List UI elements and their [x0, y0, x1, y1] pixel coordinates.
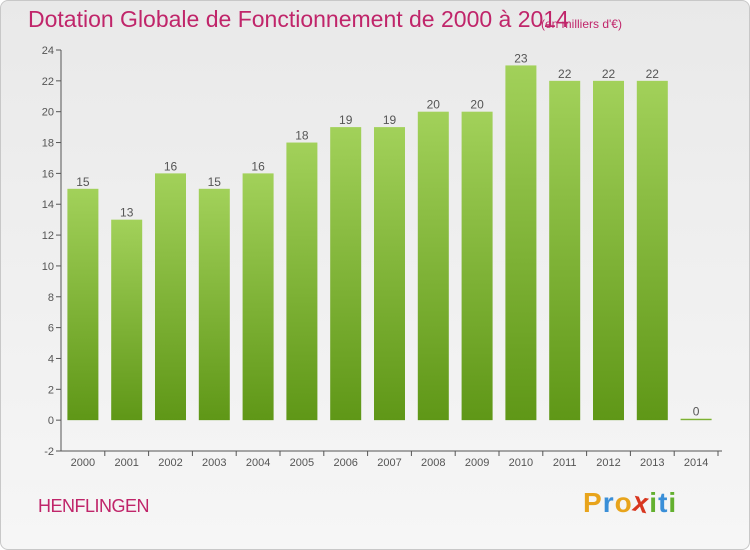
commune-name: HENFLINGEN [38, 496, 150, 516]
value-label: 16 [251, 159, 265, 173]
y-tick-label: 14 [42, 199, 54, 211]
value-label: 13 [120, 206, 134, 220]
y-tick-label: 16 [42, 168, 54, 180]
value-label: 19 [383, 113, 397, 127]
bar-2006 [330, 127, 362, 421]
bar-2001 [111, 219, 143, 421]
bar-2000 [67, 188, 99, 421]
y-tick-label: 6 [48, 323, 54, 335]
bar-2007 [374, 127, 405, 421]
x-tick-label: 2010 [509, 457, 533, 469]
value-label: 22 [602, 67, 616, 81]
value-label: 15 [208, 175, 222, 189]
y-tick-label: 20 [42, 107, 54, 119]
x-tick-label: 2008 [421, 457, 445, 469]
x-tick-label: 2006 [333, 457, 357, 469]
x-tick-label: 2007 [377, 457, 401, 469]
x-tick-label: 2000 [71, 457, 95, 469]
y-tick-label: 8 [48, 292, 54, 304]
y-tick-label: 10 [42, 261, 54, 273]
proxiti-logo: Proxiti [583, 486, 678, 520]
bar-2011 [549, 80, 581, 421]
value-label: 20 [470, 98, 484, 112]
y-tick-label: 0 [48, 415, 54, 427]
bar-2012 [593, 80, 624, 421]
bar-2003 [198, 188, 230, 421]
y-tick-label: 22 [42, 76, 54, 88]
bar-2009 [461, 111, 493, 421]
bar-2004 [242, 173, 274, 421]
logo-letter: P [583, 487, 603, 518]
value-label: 22 [646, 67, 660, 81]
y-tick-label: 4 [48, 353, 54, 365]
bar-2002 [155, 173, 186, 421]
x-tick-label: 2004 [246, 457, 270, 469]
bar-2013 [636, 80, 668, 421]
x-tick-label: 2013 [640, 457, 664, 469]
y-tick-label: -2 [44, 446, 54, 458]
x-tick-label: 2014 [684, 457, 708, 469]
value-label: 18 [295, 129, 309, 143]
x-tick-label: 2011 [553, 457, 577, 469]
x-tick-label: 2005 [290, 457, 314, 469]
value-label: 0 [693, 405, 700, 419]
bar-2008 [417, 111, 449, 421]
x-tick-label: 2001 [114, 457, 138, 469]
logo-letter: i [649, 487, 659, 518]
chart-unit: (en milliers d'€) [541, 17, 622, 31]
x-tick-label: 2003 [202, 457, 226, 469]
x-tick-label: 2002 [158, 457, 182, 469]
bar-2005 [286, 142, 318, 421]
chart-title: Dotation Globale de Fonctionnement de 20… [28, 6, 569, 32]
x-tick-label: 2009 [465, 457, 489, 469]
y-tick-label: 18 [42, 138, 54, 150]
logo-letter: r [602, 487, 615, 518]
value-label: 23 [514, 51, 528, 65]
bar-2014 [680, 418, 712, 421]
logo-letter: o [614, 487, 633, 518]
x-tick-label: 2012 [596, 457, 620, 469]
value-label: 16 [164, 159, 178, 173]
y-tick-label: 2 [48, 384, 54, 396]
y-tick-label: 24 [42, 45, 54, 57]
value-label: 19 [339, 113, 353, 127]
value-label: 15 [76, 175, 90, 189]
y-tick-label: 12 [42, 230, 54, 242]
value-label: 22 [558, 67, 572, 81]
bar-2010 [505, 65, 537, 421]
logo-letter: i [668, 487, 678, 518]
value-label: 20 [427, 98, 441, 112]
logo-letter: t [658, 487, 669, 518]
